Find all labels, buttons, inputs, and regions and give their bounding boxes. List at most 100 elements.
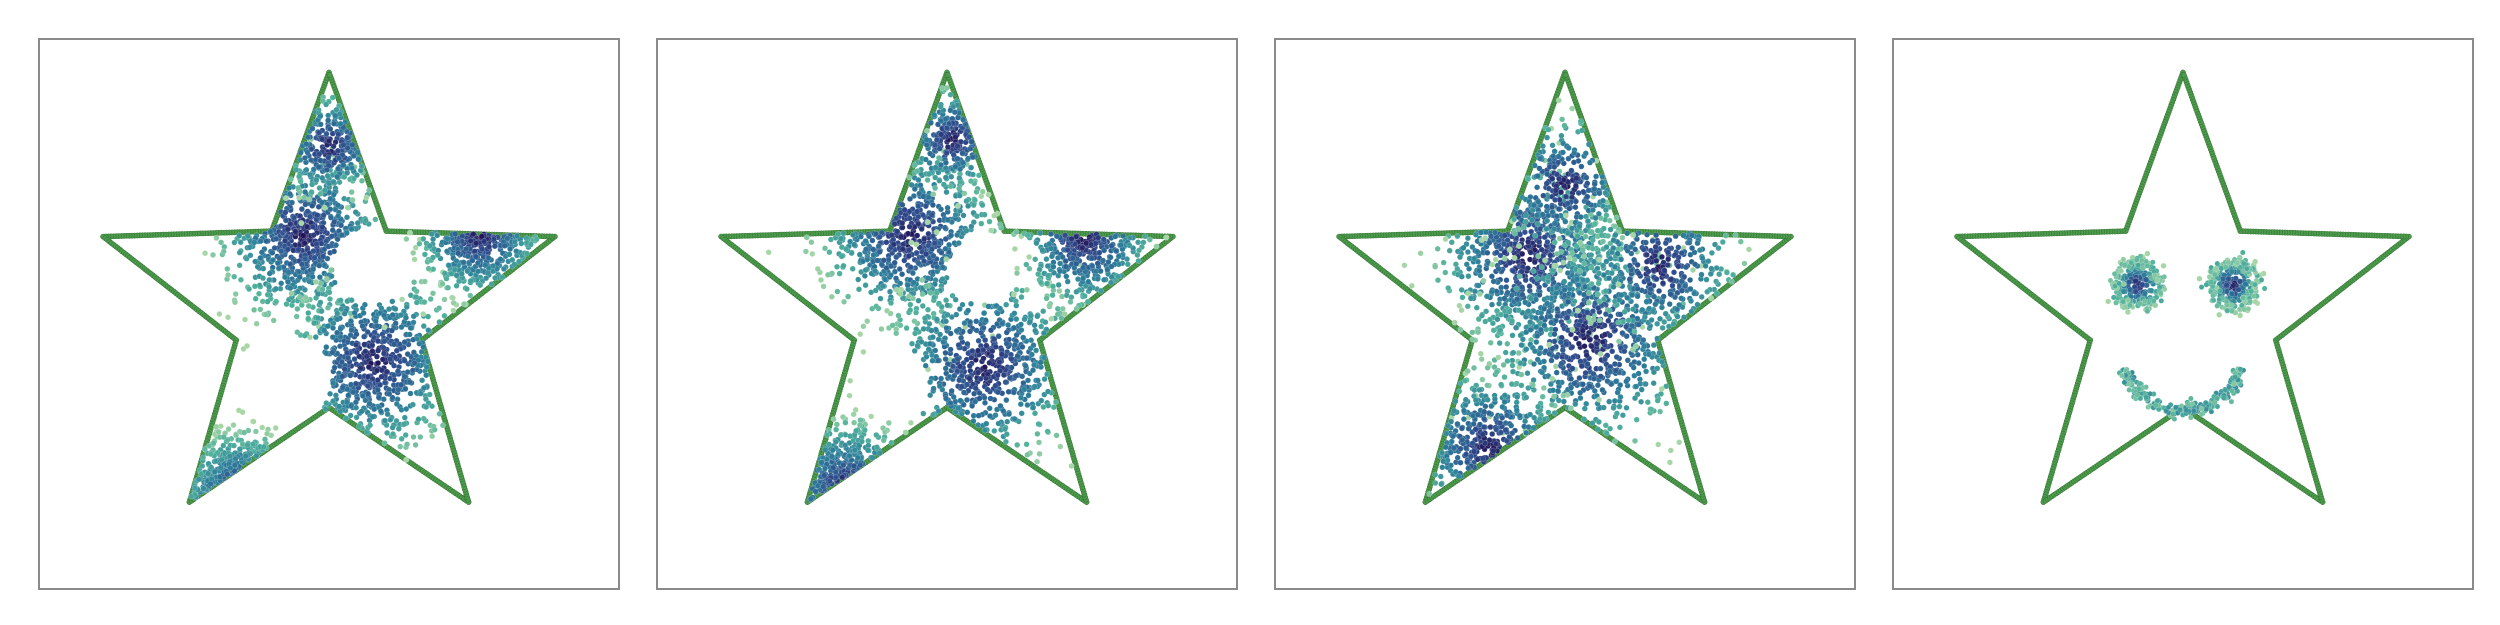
boundary-point	[945, 72, 951, 78]
sample-point	[324, 304, 332, 311]
sample-point	[1088, 255, 1095, 262]
sample-point	[207, 450, 214, 458]
sample-point	[464, 253, 471, 260]
sample-point	[217, 464, 224, 471]
sample-point	[507, 245, 514, 253]
sample-point	[915, 176, 922, 184]
sample-point	[1043, 256, 1050, 263]
sample-point	[988, 227, 995, 234]
sample-point	[380, 396, 387, 403]
sample-point	[922, 362, 929, 369]
sample-point	[353, 414, 360, 421]
sample-point	[1024, 401, 1031, 409]
sample-point	[1010, 291, 1018, 298]
sample-point	[334, 147, 341, 154]
sample-point	[397, 381, 404, 388]
sample-point	[954, 231, 961, 239]
sample-point	[401, 339, 408, 346]
sample-point	[925, 242, 932, 249]
sample-point	[491, 243, 498, 250]
sample-point	[1005, 388, 1012, 395]
sample-point	[490, 262, 497, 269]
sample-point	[957, 363, 964, 370]
sample-point	[301, 240, 308, 247]
sample-point	[220, 442, 227, 449]
sample-point	[427, 295, 434, 303]
sample-point	[311, 320, 318, 327]
sample-point	[240, 345, 247, 352]
sample-point	[367, 422, 374, 429]
sample-point	[1033, 347, 1040, 354]
sample-point	[988, 353, 995, 360]
sample-point	[458, 270, 465, 277]
sample-point	[1057, 443, 1064, 450]
sample-point	[374, 386, 381, 394]
sample-point	[361, 333, 368, 340]
sample-point	[413, 288, 420, 295]
sample-point	[514, 232, 521, 239]
sample-point	[842, 246, 850, 253]
sample-point	[874, 257, 881, 264]
sample-point	[904, 282, 911, 289]
sample-point	[501, 242, 508, 249]
sample-point	[320, 212, 327, 219]
sample-point	[473, 240, 480, 247]
sample-point	[922, 250, 930, 257]
sample-point	[1018, 410, 1025, 417]
sample-point	[991, 212, 998, 219]
sample-point	[1001, 426, 1008, 433]
sample-point	[944, 311, 951, 318]
sample-point	[838, 253, 845, 260]
sample-point	[997, 305, 1004, 312]
sample-point	[909, 295, 917, 302]
sample-point	[305, 302, 312, 309]
sample-point	[905, 252, 913, 260]
sample-point	[336, 403, 343, 410]
sample-point	[870, 246, 877, 253]
sample-point	[881, 276, 889, 283]
sample-point	[920, 410, 927, 417]
sample-point	[312, 334, 319, 341]
sample-point	[361, 301, 368, 308]
sample-point	[351, 356, 358, 363]
sample-point	[1011, 341, 1019, 348]
sample-point	[344, 134, 351, 141]
sample-point	[902, 211, 909, 218]
sample-point	[967, 319, 974, 326]
sample-point	[1099, 257, 1107, 264]
sample-point	[947, 330, 954, 337]
sample-point	[200, 485, 207, 492]
sample-point	[348, 297, 355, 304]
sample-point	[515, 258, 523, 265]
sample-point	[273, 235, 280, 242]
sample-point	[401, 357, 408, 364]
sample-point	[404, 369, 411, 376]
sample-point	[305, 309, 312, 317]
sample-point	[347, 332, 354, 339]
sample-point	[467, 292, 474, 299]
sample-point	[958, 410, 965, 417]
sample-point	[250, 418, 257, 425]
sample-point	[986, 359, 993, 366]
sample-point	[1019, 373, 1026, 380]
sample-point	[980, 355, 987, 362]
sample-point	[888, 263, 895, 270]
sample-point	[975, 337, 982, 344]
sample-point	[335, 102, 343, 109]
sample-point	[986, 405, 993, 412]
sample-point	[808, 239, 815, 246]
sample-point	[350, 389, 357, 396]
sample-point	[814, 265, 821, 272]
sample-point	[354, 219, 361, 227]
sample-point	[253, 320, 260, 327]
sample-point	[310, 166, 317, 173]
sample-point	[957, 397, 964, 404]
sample-point	[1080, 264, 1087, 271]
sample-point	[434, 252, 441, 259]
sample-point	[350, 152, 357, 159]
sample-point	[1004, 418, 1011, 425]
sample-point	[312, 278, 320, 285]
sample-point	[335, 131, 342, 138]
sample-point	[918, 338, 925, 345]
sample-point	[979, 202, 986, 209]
